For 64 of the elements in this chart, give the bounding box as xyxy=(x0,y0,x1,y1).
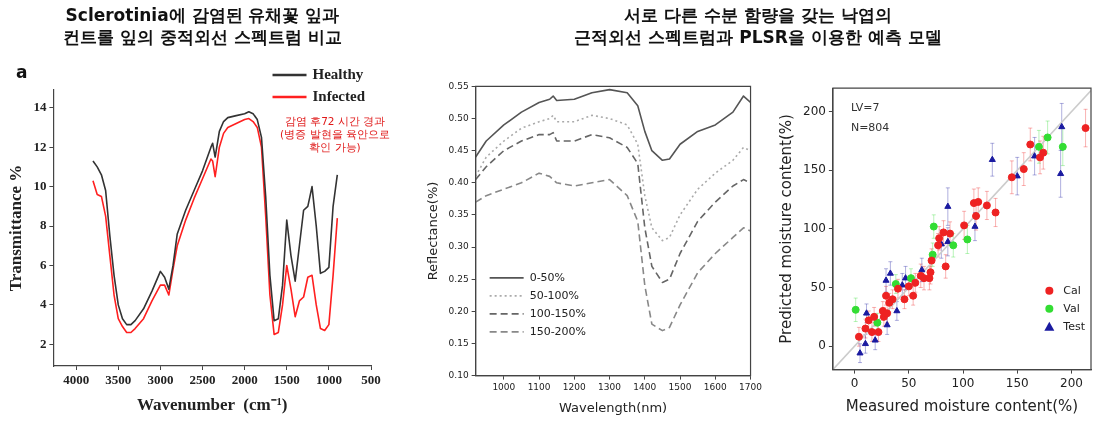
y-tick-label: 100 xyxy=(803,221,826,236)
x-tick-label: 1700 xyxy=(739,382,763,393)
annotation: N=804 xyxy=(850,121,890,135)
x-tick-label: 1500 xyxy=(668,382,692,393)
y-tick-label: 150 xyxy=(803,162,826,177)
y-tick-label: 50 xyxy=(810,279,826,294)
y-tick-label: 8 xyxy=(39,217,47,233)
x-tick-label: 150 xyxy=(1005,375,1029,390)
y-tick-label: 0 xyxy=(818,338,826,353)
x-tick-label: 3500 xyxy=(105,372,132,388)
legend-label: Healthy xyxy=(312,65,364,82)
x-tick-label: 500 xyxy=(361,372,381,388)
x-tick-label: 1300 xyxy=(598,382,622,393)
x-axis-title: Wavelength(nm) xyxy=(559,399,668,415)
x-tick-label: 0 xyxy=(850,375,859,390)
y-tick-label: 200 xyxy=(803,103,826,118)
annotation: 감염 후72 시간 경과 (병증 발현을 육안으로 확인 가능) xyxy=(280,114,390,153)
y-tick-label: 6 xyxy=(39,256,47,272)
x-tick-label: 1000 xyxy=(315,372,342,388)
x-tick-label: 3000 xyxy=(147,372,174,388)
chart-title: 서로 다른 수분 함량을 갖는 낙엽의 근적외선 스펙트럼과 PLSR을 이용한 예측 모델 xyxy=(573,4,943,48)
y-tick-label: 10 xyxy=(33,177,47,193)
x-tick-label: 100 xyxy=(951,375,975,390)
chart-title: Sclerotinia에 감염된 유채꽃 잎과 컨트롤 잎의 중적외선 스펙트럼 비교 xyxy=(62,4,343,48)
x-tick-label: 50 xyxy=(901,375,917,390)
x-axis-title: Measured moisture content(%) xyxy=(845,396,1079,415)
x-tick-label: 4000 xyxy=(63,372,90,388)
y-tick-label: 0.10 xyxy=(448,369,469,380)
y-tick-label: 0.45 xyxy=(448,145,469,156)
y-axis-title: Transmittance % xyxy=(5,164,25,292)
y-tick-label: 14 xyxy=(33,99,47,115)
x-tick-label: 2000 xyxy=(231,372,258,388)
text: a xyxy=(16,62,28,83)
legend-label: Infected xyxy=(312,87,366,104)
y-tick-label: 0.50 xyxy=(448,112,469,123)
x-tick-label: 1200 xyxy=(562,382,587,393)
x-tick-label: 1100 xyxy=(527,382,551,393)
legend-label: 100-150% xyxy=(529,306,587,320)
x-tick-label: 1600 xyxy=(703,382,728,393)
y-tick-label: 2 xyxy=(39,335,47,351)
y-tick-label: 12 xyxy=(33,138,47,154)
y-axis-title: Reflectance(%) xyxy=(425,181,441,281)
annotation: LV=7 xyxy=(850,101,880,115)
x-tick-label: 200 xyxy=(1060,375,1083,390)
x-tick-label: 1500 xyxy=(273,372,300,388)
y-tick-label: 0.15 xyxy=(448,337,469,348)
y-tick-label: 0.40 xyxy=(448,177,469,188)
legend-label: 50-100% xyxy=(529,288,580,302)
legend-label: Cal xyxy=(1063,283,1081,297)
legend-label: 0-50% xyxy=(529,270,566,284)
y-tick-label: 4 xyxy=(39,296,47,312)
y-tick-label: 0.25 xyxy=(448,273,469,284)
legend-label: 150-200% xyxy=(529,324,587,338)
y-tick-label: 0.35 xyxy=(448,209,469,220)
x-tick-label: 1000 xyxy=(492,382,516,393)
y-tick-label: 0.30 xyxy=(448,241,469,252)
x-axis-title: Wavenumber (cm⁻¹) xyxy=(136,395,288,415)
x-tick-label: 1400 xyxy=(633,382,657,393)
legend-label: Val xyxy=(1063,301,1080,315)
y-tick-label: 0.20 xyxy=(448,305,469,316)
y-tick-label: 0.55 xyxy=(448,80,469,91)
y-axis-title: Predicted moisture content(%) xyxy=(776,114,795,344)
x-tick-label: 2500 xyxy=(189,372,216,388)
legend-label: Test xyxy=(1062,319,1086,333)
